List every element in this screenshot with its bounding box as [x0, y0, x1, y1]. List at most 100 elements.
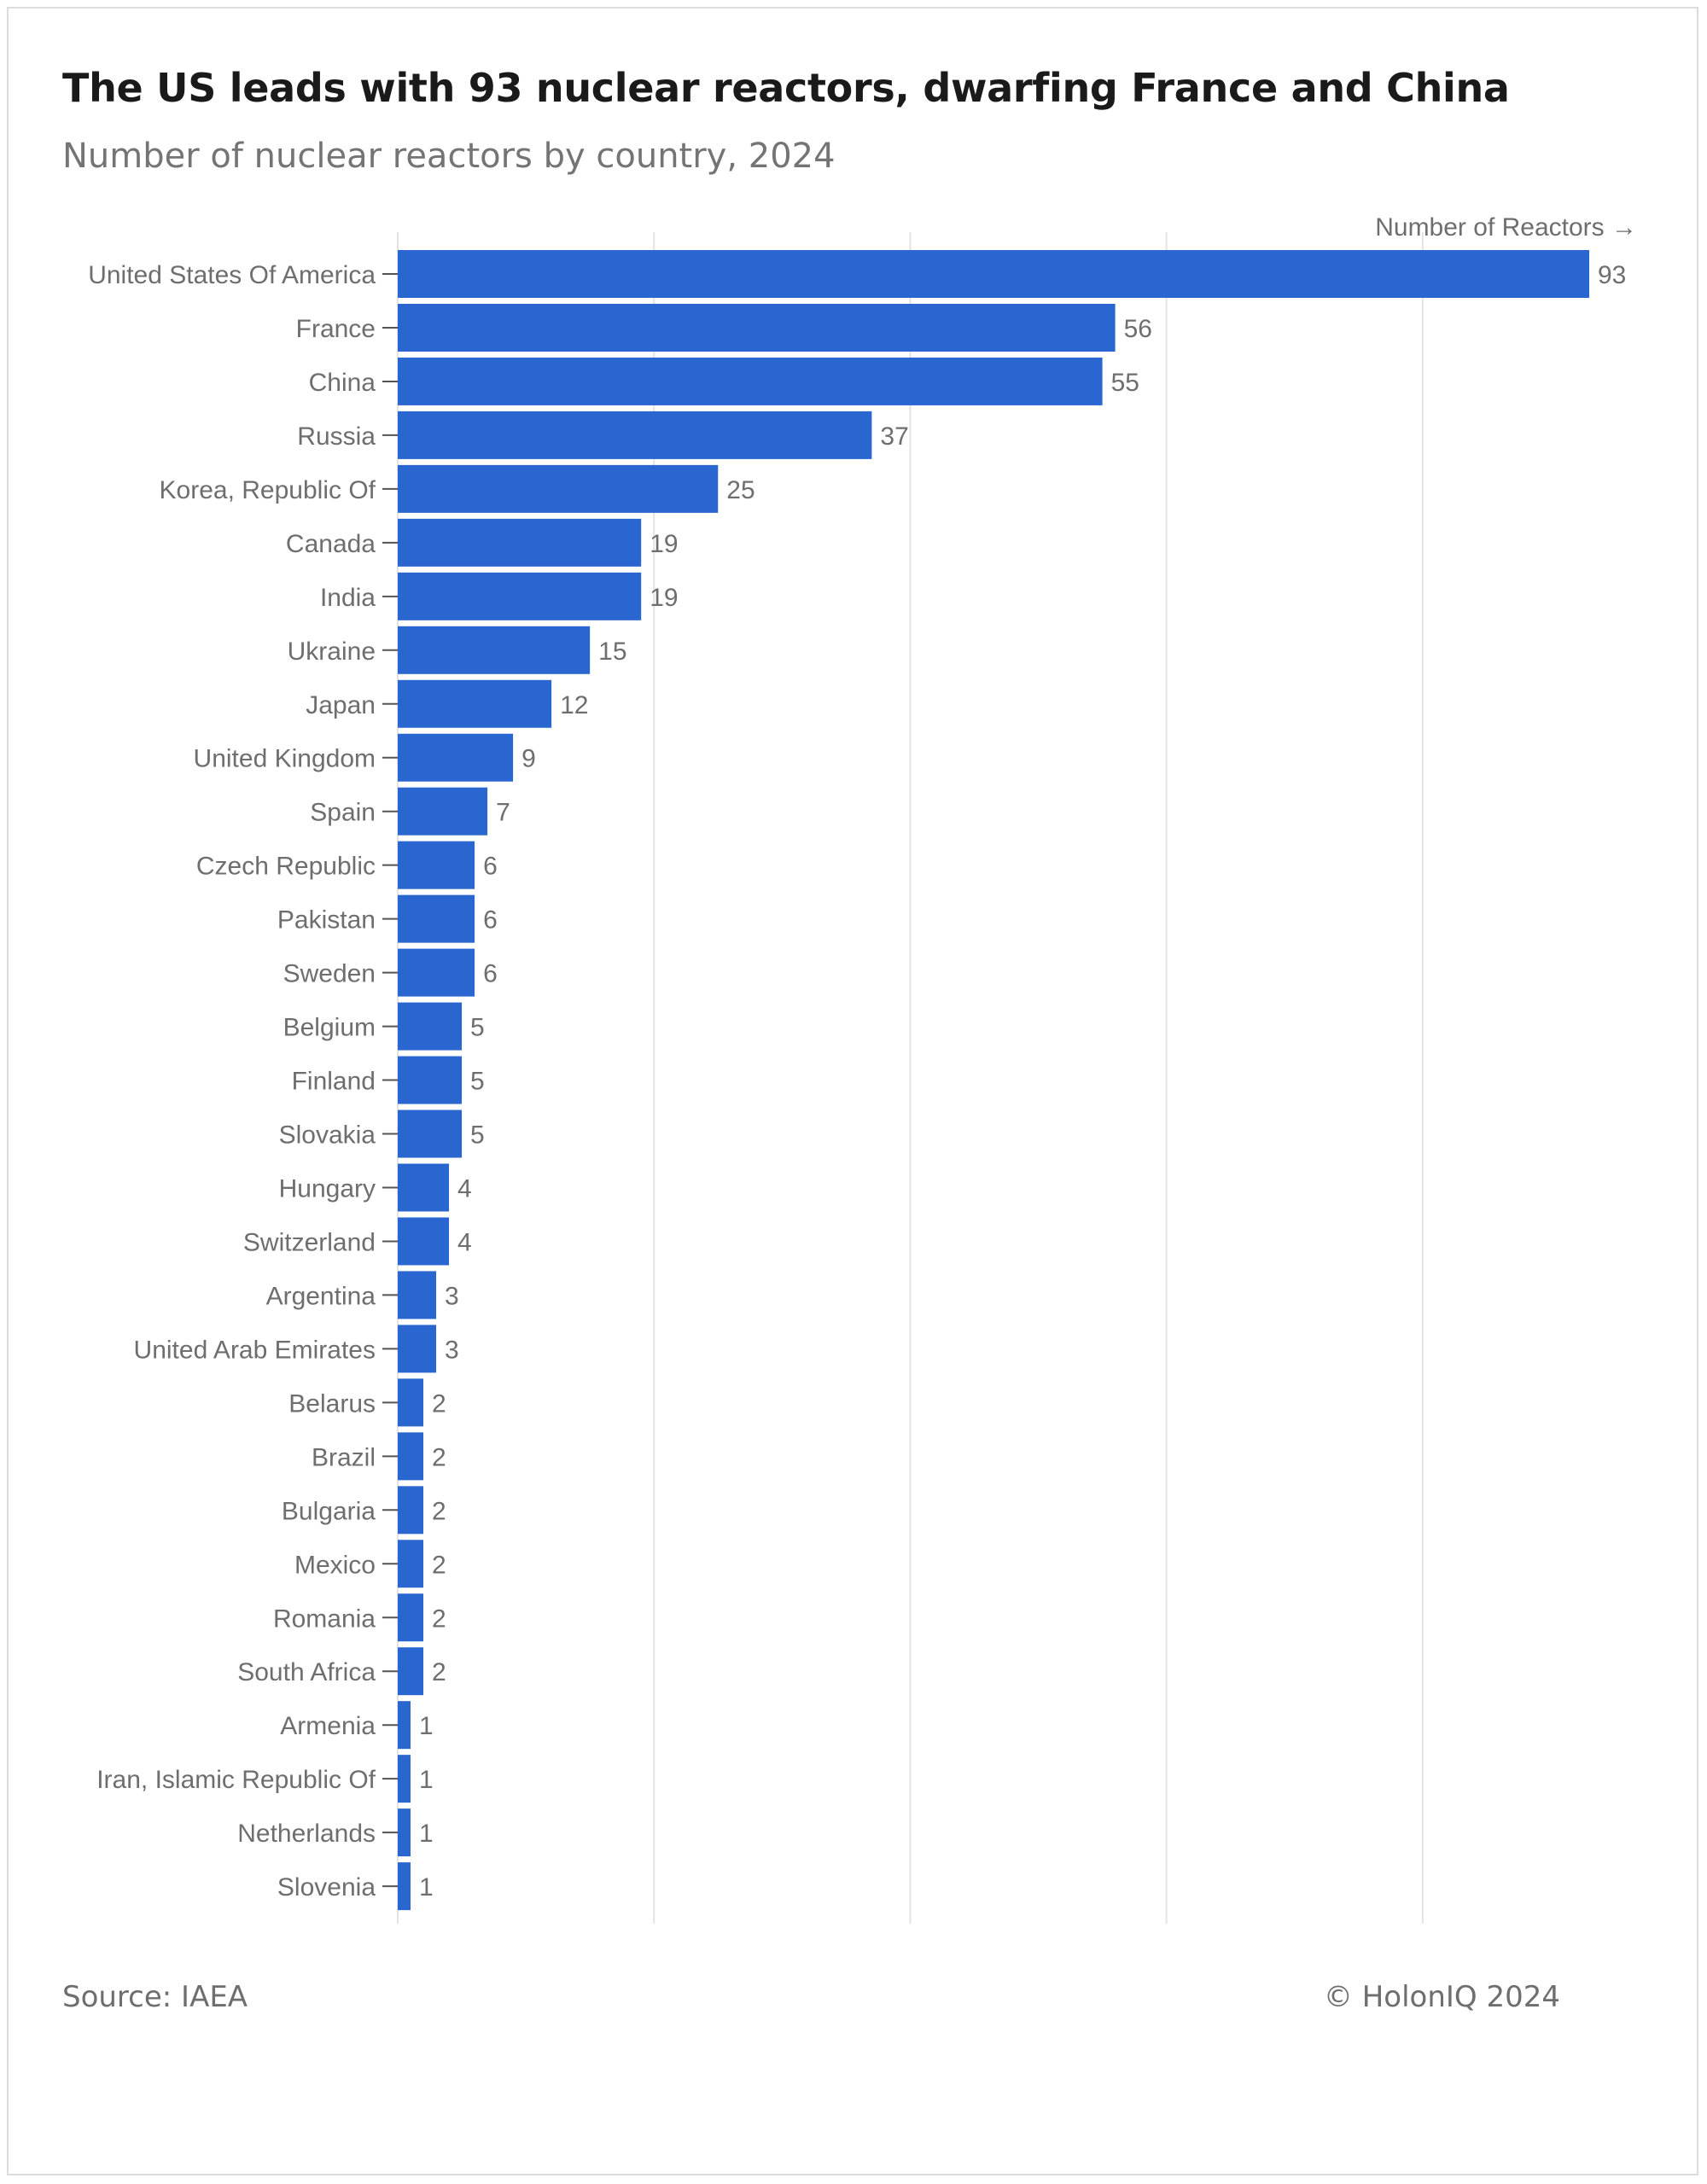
category-label: Armenia: [280, 1712, 376, 1740]
value-label: 55: [1111, 369, 1139, 397]
bar: [398, 1163, 450, 1212]
value-label: 19: [650, 530, 678, 558]
bar: [398, 1808, 411, 1857]
value-label: 6: [483, 853, 498, 881]
category-label: United Kingdom: [194, 745, 376, 773]
category-label: India: [320, 584, 376, 612]
bar: [398, 1486, 424, 1535]
category-label: Belarus: [288, 1389, 376, 1418]
source-note: Source: IAEA: [62, 1980, 248, 2014]
category-label: Spain: [310, 799, 376, 827]
bar: [398, 1056, 463, 1104]
bar: [398, 1593, 424, 1642]
bar: [398, 1540, 424, 1588]
bar: [398, 303, 1116, 352]
bar: [398, 1109, 463, 1158]
value-label: 12: [560, 691, 588, 719]
bar: [398, 1002, 463, 1051]
category-label: Netherlands: [237, 1820, 376, 1848]
value-label: 25: [726, 476, 754, 504]
category-label: Mexico: [294, 1551, 376, 1579]
value-label: 1: [419, 1873, 434, 1902]
bar: [398, 518, 642, 567]
category-label: Canada: [286, 530, 376, 558]
bar: [398, 1378, 424, 1427]
bar: [398, 1325, 437, 1373]
value-label: 2: [432, 1658, 446, 1686]
gridlines: [397, 232, 1424, 1924]
value-label: 7: [496, 799, 510, 827]
bar: [398, 1755, 411, 1803]
category-label: Iran, Islamic Republic Of: [96, 1766, 376, 1794]
value-label: 4: [457, 1174, 472, 1203]
category-label: Switzerland: [243, 1228, 376, 1256]
bar: [398, 1271, 437, 1319]
chart-subtitle: Number of nuclear reactors by country, 2…: [62, 137, 836, 176]
bar: [398, 679, 552, 728]
bar: [398, 948, 475, 997]
bar: [398, 1862, 411, 1911]
bar: [398, 464, 719, 513]
category-label: Sweden: [283, 960, 376, 988]
bar: [398, 626, 591, 674]
value-label: 9: [521, 745, 536, 773]
category-label: Slovenia: [277, 1873, 376, 1902]
bars: [398, 250, 1589, 1911]
value-label: 5: [470, 1068, 485, 1096]
category-label: Hungary: [279, 1174, 376, 1203]
bar: [398, 250, 1589, 298]
category-label: Pakistan: [277, 906, 376, 935]
value-label: 5: [470, 1014, 485, 1042]
value-label: 15: [598, 638, 626, 666]
value-label: 2: [432, 1443, 446, 1471]
bar: [398, 411, 872, 459]
value-label: 3: [445, 1336, 459, 1364]
value-label: 2: [432, 1551, 446, 1579]
value-label: 56: [1124, 315, 1152, 343]
category-label: Romania: [273, 1605, 376, 1633]
category-label: Russia: [297, 422, 376, 451]
chart-title: The US leads with 93 nuclear reactors, d…: [62, 65, 1510, 111]
copyright-note: © HolonIQ 2024: [1323, 1980, 1560, 2014]
bar: [398, 357, 1103, 405]
value-label: 2: [432, 1497, 446, 1525]
value-label: 93: [1598, 261, 1626, 289]
bar: [398, 1647, 424, 1696]
category-label: Slovakia: [279, 1121, 376, 1150]
value-label: 37: [880, 422, 908, 451]
category-label: Ukraine: [288, 638, 376, 666]
value-label: 2: [432, 1389, 446, 1418]
value-label: 4: [457, 1228, 472, 1256]
value-label: 6: [483, 960, 498, 988]
category-label: China: [309, 369, 376, 397]
value-label: 6: [483, 906, 498, 935]
bar: [398, 572, 642, 620]
bar: [398, 894, 475, 943]
value-label: 2: [432, 1605, 446, 1633]
x-axis-title: Number of Reactors →: [1375, 213, 1637, 242]
category-label: Belgium: [283, 1014, 376, 1042]
category-label: Argentina: [266, 1282, 376, 1310]
bar: [398, 787, 488, 836]
value-label: 3: [445, 1282, 459, 1310]
category-label: Brazil: [312, 1443, 376, 1471]
bar: [398, 733, 514, 782]
value-label: 19: [650, 584, 678, 612]
category-label: United States Of America: [88, 261, 376, 289]
category-label: Korea, Republic Of: [160, 476, 376, 504]
category-label: Japan: [306, 691, 376, 719]
category-label: France: [296, 315, 376, 343]
category-label: Finland: [292, 1068, 376, 1096]
value-label: 5: [470, 1121, 485, 1150]
category-label: Bulgaria: [282, 1497, 376, 1525]
bar: [398, 1217, 450, 1266]
bar: [398, 841, 475, 889]
bar: [398, 1432, 424, 1481]
bar: [398, 1701, 411, 1750]
value-label: 1: [419, 1820, 434, 1848]
category-label: South Africa: [237, 1658, 376, 1686]
value-label: 1: [419, 1712, 434, 1740]
category-label: United Arab Emirates: [134, 1336, 376, 1364]
